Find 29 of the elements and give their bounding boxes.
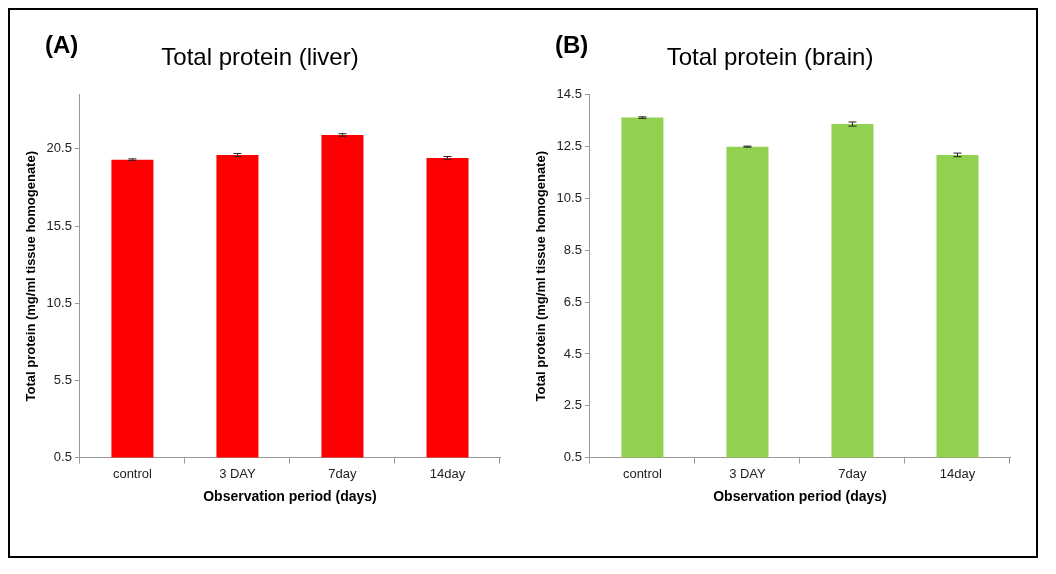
x-tick-label: 7day [838, 465, 868, 481]
chart-title: Total protein (brain) [666, 43, 874, 71]
y-tick-label: 10.5 [46, 294, 72, 310]
x-axis-title: Observation period (days) [203, 488, 377, 505]
y-axis-title: Total protein (mg/ml tissue homogenate) [533, 151, 549, 402]
x-tick-label: 14day [939, 465, 976, 481]
y-tick-label: 0.5 [563, 449, 582, 465]
x-tick-label: 14day [429, 465, 466, 481]
x-tick-label: 3 DAY [729, 465, 767, 481]
y-tick-label: 0.5 [53, 449, 72, 465]
y-tick-label: 5.5 [53, 371, 72, 387]
y-tick-label: 8.5 [563, 241, 582, 257]
x-tick-label: control [622, 465, 663, 481]
y-tick-label: 14.5 [556, 86, 582, 102]
text: (B) [555, 30, 589, 58]
x-tick-label: 7day [328, 465, 358, 481]
chart-title: Total protein (liver) [161, 43, 359, 71]
y-tick-label: 15.5 [46, 217, 72, 233]
y-tick-label: 20.5 [46, 140, 72, 156]
x-axis-title: Observation period (days) [713, 488, 887, 505]
text: (A) [45, 30, 79, 58]
x-tick-label: control [112, 465, 153, 481]
y-tick-label: 10.5 [556, 190, 582, 206]
y-tick-label: 12.5 [556, 138, 582, 154]
y-tick-label: 4.5 [563, 345, 582, 361]
y-tick-label: 2.5 [563, 397, 582, 413]
x-tick-label: 3 DAY [219, 465, 257, 481]
y-axis-title: Total protein (mg/ml tissue homogenate) [23, 151, 39, 402]
y-tick-label: 6.5 [563, 293, 582, 309]
